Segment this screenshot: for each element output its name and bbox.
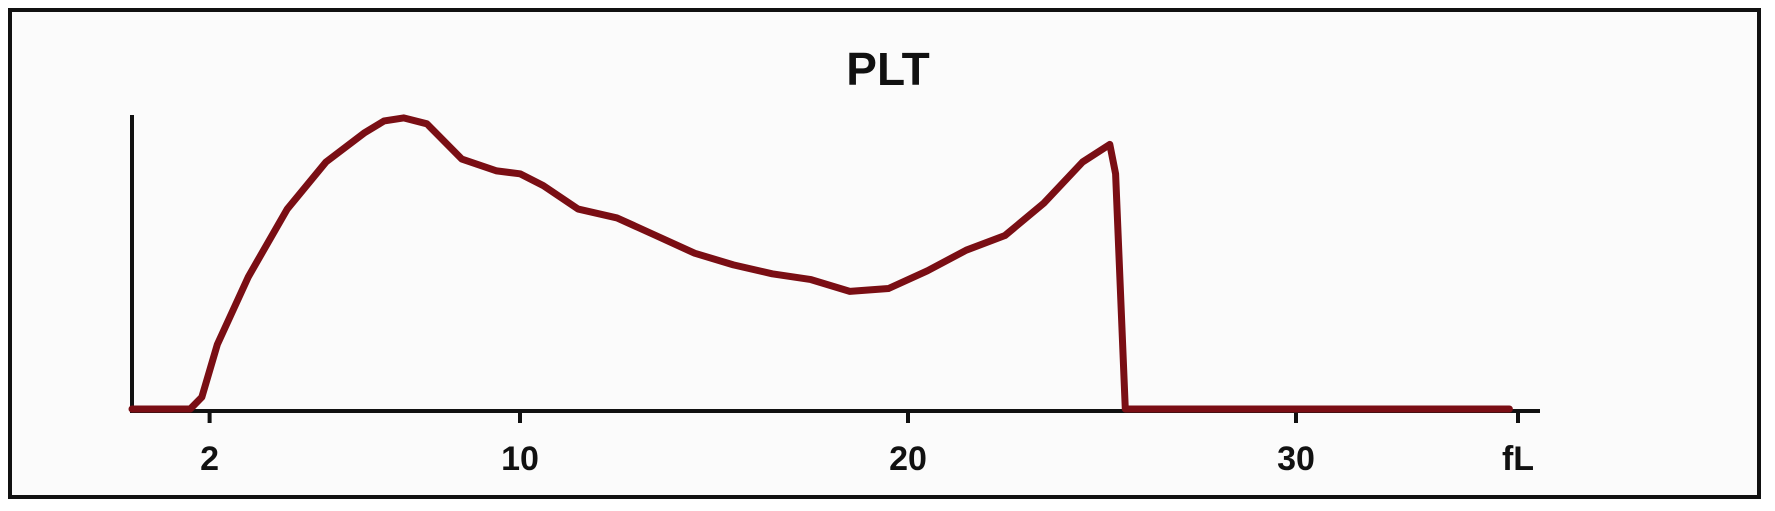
x-tick-label-30: 30 (1277, 440, 1315, 478)
x-tick-group: 2 10 20 30 (200, 411, 1520, 478)
x-tick-label-2: 2 (200, 440, 219, 478)
x-unit-label: fL (1502, 440, 1534, 478)
x-tick-label-20: 20 (889, 440, 927, 478)
chart-frame (8, 8, 1761, 499)
plt-distribution-curve (128, 114, 1513, 413)
x-tick-label-10: 10 (501, 440, 539, 478)
chart-title: PLT (846, 43, 929, 95)
